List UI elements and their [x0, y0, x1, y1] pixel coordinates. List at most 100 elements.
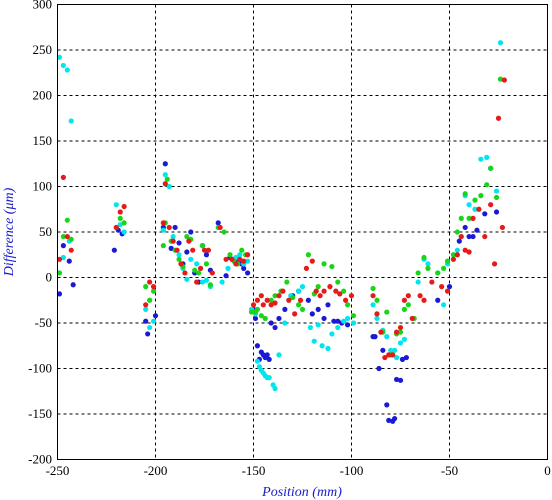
- data-point: [466, 233, 472, 240]
- x-tick-label: -50: [441, 463, 458, 478]
- data-point: [315, 284, 321, 290]
- data-point: [417, 293, 423, 299]
- data-point: [397, 329, 404, 335]
- data-point: [147, 297, 153, 303]
- data-point: [388, 347, 394, 353]
- data-point: [325, 345, 331, 352]
- data-point: [441, 302, 447, 308]
- data-point: [405, 302, 411, 308]
- y-tick-label: 50: [39, 224, 52, 239]
- data-point: [335, 324, 341, 331]
- y-tick-label: 300: [33, 0, 53, 12]
- data-point: [384, 402, 390, 408]
- data-point: [160, 220, 166, 226]
- y-tick-label: 0: [46, 270, 53, 285]
- data-point: [68, 236, 74, 242]
- data-point: [205, 247, 212, 253]
- data-point: [162, 161, 168, 167]
- data-point: [143, 302, 149, 308]
- data-point: [397, 324, 404, 331]
- data-point: [225, 265, 231, 271]
- data-point: [454, 229, 460, 235]
- data-point: [327, 284, 333, 290]
- x-tick-labels: -250 -200 -150 -100 -50 0: [46, 463, 551, 478]
- data-point: [329, 331, 335, 337]
- data-point: [239, 247, 245, 253]
- y-tick-label: 100: [33, 179, 53, 194]
- series-2: [56, 40, 504, 392]
- data-point: [435, 270, 441, 276]
- data-point: [174, 247, 180, 253]
- data-point: [392, 347, 398, 353]
- data-point: [172, 224, 178, 231]
- data-point: [317, 293, 323, 299]
- data-point: [295, 288, 302, 294]
- data-point: [276, 352, 282, 358]
- data-point: [384, 334, 390, 340]
- data-point: [168, 245, 174, 251]
- data-point: [150, 318, 157, 324]
- x-axis-title: Position (mm): [261, 485, 342, 500]
- data-point: [241, 258, 247, 264]
- data-point: [425, 265, 431, 271]
- data-point: [299, 306, 306, 312]
- y-tick-label: -200: [28, 452, 52, 467]
- data-point: [344, 302, 351, 308]
- data-point: [280, 288, 286, 294]
- data-point: [258, 313, 264, 319]
- data-point: [493, 209, 500, 215]
- series-4: [56, 77, 507, 361]
- data-point: [458, 233, 464, 240]
- data-point: [170, 233, 176, 240]
- data-point: [429, 279, 435, 285]
- data-point: [348, 293, 355, 299]
- y-tick-label: -50: [35, 315, 52, 330]
- data-point: [329, 263, 335, 270]
- data-point: [450, 256, 457, 262]
- data-point: [56, 270, 63, 276]
- data-point: [374, 297, 380, 303]
- data-point: [176, 240, 182, 246]
- data-point: [250, 302, 257, 308]
- data-point: [335, 279, 341, 285]
- data-point: [199, 243, 206, 249]
- data-point: [386, 352, 392, 358]
- data-point: [374, 311, 380, 317]
- y-tick-label: 250: [33, 42, 53, 57]
- data-point: [376, 365, 382, 372]
- data-point: [194, 279, 200, 285]
- data-point: [497, 40, 504, 46]
- data-point: [176, 252, 182, 258]
- data-point: [384, 309, 390, 315]
- data-point: [401, 297, 408, 303]
- data-point: [229, 256, 235, 262]
- data-point: [307, 324, 313, 331]
- data-point: [484, 154, 490, 160]
- data-point: [143, 318, 149, 324]
- data-point: [393, 329, 400, 335]
- data-point: [319, 343, 325, 349]
- data-point: [444, 288, 451, 294]
- data-point: [233, 261, 239, 267]
- data-point: [190, 247, 196, 253]
- data-point: [295, 302, 302, 308]
- data-point: [268, 320, 274, 326]
- data-point: [64, 67, 70, 73]
- data-point: [491, 261, 498, 267]
- data-point: [421, 254, 427, 261]
- data-point: [272, 293, 278, 299]
- data-point: [282, 306, 288, 312]
- data-point: [466, 202, 472, 208]
- data-point: [350, 320, 357, 326]
- data-point: [160, 243, 166, 249]
- series-3: [56, 76, 504, 358]
- data-point: [166, 183, 172, 190]
- data-point: [184, 276, 190, 282]
- data-point: [439, 284, 445, 290]
- y-axis-title: Difference (μm): [2, 187, 17, 277]
- data-point: [209, 270, 215, 276]
- data-point: [299, 284, 306, 290]
- data-point: [117, 222, 123, 228]
- data-point: [333, 288, 339, 294]
